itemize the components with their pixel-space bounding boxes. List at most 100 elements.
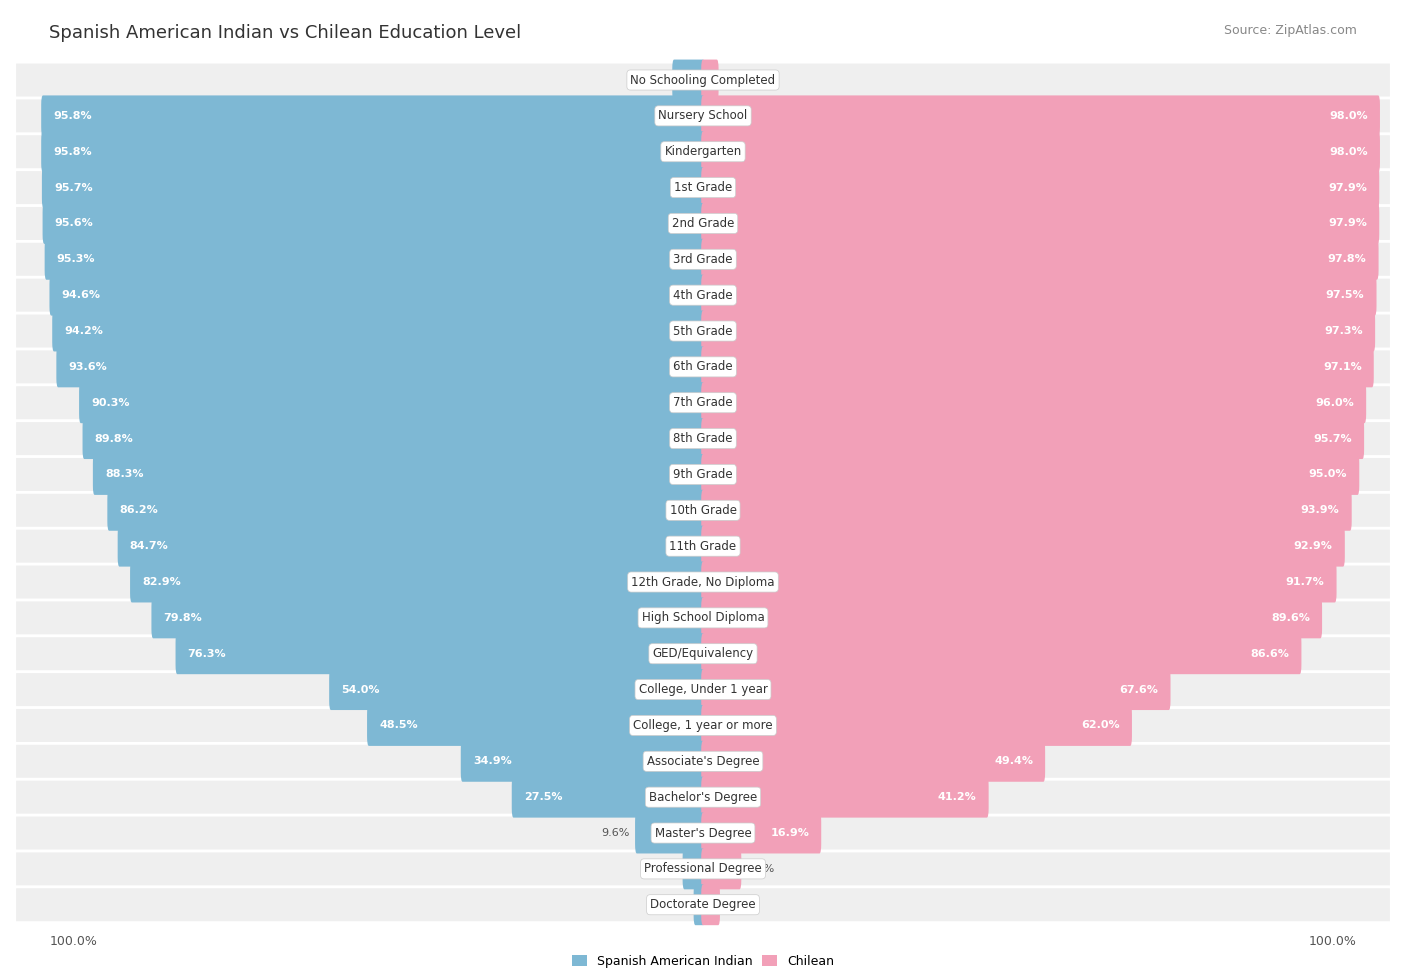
Text: 95.7%: 95.7% [53,182,93,193]
FancyBboxPatch shape [15,171,1391,204]
Text: Bachelor's Degree: Bachelor's Degree [650,791,756,803]
Text: 4th Grade: 4th Grade [673,289,733,301]
FancyBboxPatch shape [41,132,704,173]
Text: 5th Grade: 5th Grade [673,325,733,337]
FancyBboxPatch shape [52,311,704,351]
FancyBboxPatch shape [702,275,1376,316]
FancyBboxPatch shape [15,816,1391,849]
Text: Associate's Degree: Associate's Degree [647,755,759,767]
FancyBboxPatch shape [15,386,1391,419]
FancyBboxPatch shape [702,132,1379,173]
FancyBboxPatch shape [15,638,1391,670]
FancyBboxPatch shape [15,781,1391,814]
FancyBboxPatch shape [367,705,704,746]
FancyBboxPatch shape [702,526,1344,566]
Text: 98.0%: 98.0% [1329,146,1368,157]
Text: 41.2%: 41.2% [938,792,977,802]
Text: 16.9%: 16.9% [770,828,808,838]
Text: 84.7%: 84.7% [129,541,169,551]
Text: 5.3%: 5.3% [747,864,775,874]
FancyBboxPatch shape [176,634,704,674]
FancyBboxPatch shape [672,59,704,100]
Text: Professional Degree: Professional Degree [644,862,762,876]
Text: 95.8%: 95.8% [53,111,91,121]
Text: 86.2%: 86.2% [120,505,159,516]
Text: 12th Grade, No Diploma: 12th Grade, No Diploma [631,575,775,589]
FancyBboxPatch shape [15,493,1391,526]
Text: 97.9%: 97.9% [1329,218,1367,228]
Text: 97.3%: 97.3% [1324,326,1362,336]
FancyBboxPatch shape [15,243,1391,276]
FancyBboxPatch shape [15,207,1391,240]
FancyBboxPatch shape [45,239,704,280]
Text: 91.7%: 91.7% [1285,577,1324,587]
FancyBboxPatch shape [702,454,1360,495]
FancyBboxPatch shape [702,669,1171,710]
FancyBboxPatch shape [15,422,1391,455]
Text: 48.5%: 48.5% [380,721,418,730]
Text: 93.6%: 93.6% [69,362,107,371]
FancyBboxPatch shape [15,350,1391,383]
Text: College, Under 1 year: College, Under 1 year [638,683,768,696]
FancyBboxPatch shape [15,99,1391,133]
Text: 98.0%: 98.0% [1329,111,1368,121]
FancyBboxPatch shape [15,566,1391,599]
Text: 8th Grade: 8th Grade [673,432,733,446]
Text: 82.9%: 82.9% [142,577,181,587]
FancyBboxPatch shape [702,311,1375,351]
FancyBboxPatch shape [15,888,1391,921]
Text: 97.8%: 97.8% [1327,254,1367,264]
FancyBboxPatch shape [15,63,1391,97]
Text: 88.3%: 88.3% [105,469,143,480]
FancyBboxPatch shape [83,418,704,459]
Text: 62.0%: 62.0% [1081,721,1119,730]
Text: Master's Degree: Master's Degree [655,827,751,839]
FancyBboxPatch shape [56,346,704,387]
FancyBboxPatch shape [702,884,720,925]
Text: GED/Equivalency: GED/Equivalency [652,647,754,660]
Text: 95.7%: 95.7% [1313,434,1353,444]
Text: 7th Grade: 7th Grade [673,396,733,410]
Text: 9th Grade: 9th Grade [673,468,733,481]
Text: College, 1 year or more: College, 1 year or more [633,719,773,732]
Text: 27.5%: 27.5% [524,792,562,802]
Text: 95.8%: 95.8% [53,146,91,157]
FancyBboxPatch shape [702,59,718,100]
Text: 10th Grade: 10th Grade [669,504,737,517]
Text: 9.6%: 9.6% [602,828,630,838]
FancyBboxPatch shape [15,529,1391,563]
Text: 2.7%: 2.7% [650,864,678,874]
FancyBboxPatch shape [15,673,1391,706]
FancyBboxPatch shape [15,315,1391,347]
FancyBboxPatch shape [702,598,1322,639]
FancyBboxPatch shape [702,705,1132,746]
Legend: Spanish American Indian, Chilean: Spanish American Indian, Chilean [572,955,834,968]
Text: 97.1%: 97.1% [1323,362,1361,371]
Text: 94.2%: 94.2% [65,326,103,336]
Text: 90.3%: 90.3% [91,398,129,408]
Text: 49.4%: 49.4% [994,757,1033,766]
Text: 79.8%: 79.8% [163,613,202,623]
FancyBboxPatch shape [702,489,1351,530]
Text: 86.6%: 86.6% [1250,648,1289,659]
FancyBboxPatch shape [15,279,1391,312]
FancyBboxPatch shape [15,709,1391,742]
Text: 95.0%: 95.0% [1309,469,1347,480]
Text: 97.9%: 97.9% [1329,182,1367,193]
FancyBboxPatch shape [15,602,1391,635]
FancyBboxPatch shape [512,777,704,818]
FancyBboxPatch shape [702,382,1367,423]
FancyBboxPatch shape [461,741,704,782]
Text: High School Diploma: High School Diploma [641,611,765,624]
Text: 92.9%: 92.9% [1294,541,1333,551]
FancyBboxPatch shape [15,745,1391,778]
Text: 2nd Grade: 2nd Grade [672,217,734,230]
FancyBboxPatch shape [702,346,1374,387]
FancyBboxPatch shape [42,203,704,244]
Text: 95.6%: 95.6% [55,218,93,228]
FancyBboxPatch shape [693,884,704,925]
Text: 2.0%: 2.0% [724,75,752,85]
Text: 89.8%: 89.8% [94,434,134,444]
Text: 54.0%: 54.0% [342,684,380,694]
Text: 100.0%: 100.0% [49,935,97,948]
